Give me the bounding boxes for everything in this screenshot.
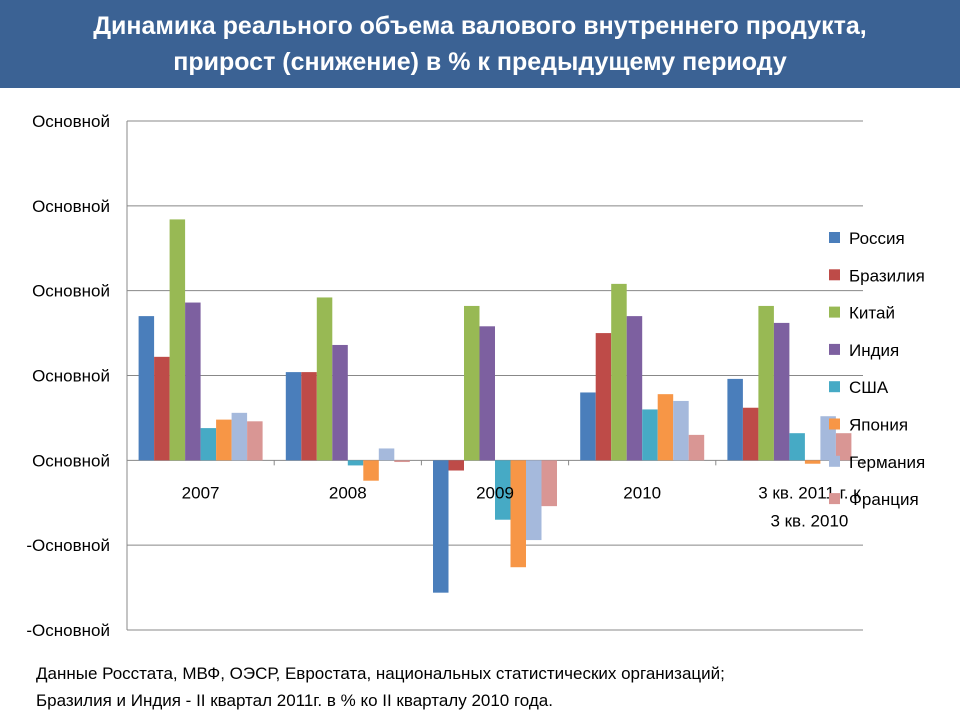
- footnote-line-2: Бразилия и Индия - II квартал 2011г. в %…: [36, 691, 553, 710]
- x-tick-label: 2008: [329, 483, 367, 502]
- legend-swatch: [829, 232, 840, 243]
- bar-Германия: [231, 412, 248, 461]
- x-tick-label: 3 кв. 2011 г. к: [758, 483, 861, 502]
- legend-label: Россия: [849, 229, 905, 248]
- bar-Индия: [626, 316, 643, 461]
- y-tick-label: -Основной: [26, 621, 110, 640]
- bar-Япония: [216, 419, 232, 461]
- bar-Бразилия: [742, 407, 759, 461]
- bar-США: [200, 428, 217, 461]
- bar-Китай: [316, 297, 333, 461]
- bar-Бразилия: [301, 372, 317, 461]
- bar-Германия: [526, 460, 542, 541]
- bar-Франция: [835, 433, 852, 461]
- legend-label: Индия: [849, 341, 899, 360]
- y-tick-label: Основной: [32, 451, 110, 470]
- bar-Германия: [378, 448, 395, 461]
- title-line-2: прирост (снижение) в % к предыдущему пер…: [173, 48, 787, 76]
- legend-label: Франция: [849, 490, 919, 509]
- bar-Россия: [580, 392, 596, 461]
- bar-Россия: [285, 372, 302, 461]
- bar-Япония: [804, 460, 821, 464]
- x-tick-label: 2010: [623, 483, 661, 502]
- bar-Франция: [247, 421, 263, 461]
- bar-Китай: [464, 305, 480, 461]
- x-tick-label: 3 кв. 2010: [770, 511, 848, 530]
- bar-Индия: [332, 344, 348, 461]
- legend-swatch: [829, 306, 840, 318]
- bar-Индия: [479, 326, 495, 461]
- legend-label: Бразилия: [849, 266, 925, 285]
- x-tick-label: 2007: [182, 483, 220, 502]
- bar-Индия: [185, 302, 201, 461]
- bar-Германия: [673, 400, 689, 461]
- bar-Япония: [657, 394, 674, 461]
- bar-Франция: [688, 434, 705, 461]
- legend-swatch: [829, 493, 840, 505]
- bar-Китай: [758, 305, 774, 461]
- bar-Япония: [510, 460, 526, 568]
- y-tick-label: Основной: [32, 367, 110, 386]
- bar-Бразилия: [154, 356, 170, 461]
- y-tick-label: Основной: [32, 112, 110, 131]
- legend-label: США: [849, 378, 889, 397]
- legend-label: Япония: [849, 416, 908, 435]
- footnote: Данные Росстата, МВФ, ОЭСР, Евростата, н…: [36, 660, 725, 714]
- legend-swatch: [829, 269, 840, 281]
- bar-Бразилия: [595, 333, 612, 461]
- gdp-bar-chart: Основной Основной Основной Основной Основной…: [26, 112, 925, 640]
- y-tick-label: -Основной: [26, 536, 110, 555]
- legend-swatch: [829, 455, 840, 467]
- legend-swatch: [829, 381, 840, 393]
- footnote-line-1: Данные Росстата, МВФ, ОЭСР, Евростата, н…: [36, 664, 725, 683]
- bar-Бразилия: [448, 460, 464, 471]
- y-tick-label: Основной: [32, 197, 110, 216]
- title-line-1: Динамика реального объема валового внутр…: [93, 12, 867, 40]
- legend-swatch: [829, 418, 840, 430]
- bar-Россия: [727, 378, 743, 461]
- bar-Китай: [611, 283, 627, 461]
- bar-Россия: [138, 316, 155, 461]
- bar-Россия: [433, 460, 449, 593]
- slide-header: Динамика реального объема валового внутр…: [0, 0, 960, 88]
- bar-Франция: [394, 460, 410, 463]
- bar-США: [642, 409, 658, 461]
- legend-swatch: [829, 343, 840, 355]
- bar-Китай: [169, 219, 186, 461]
- bar-Япония: [363, 460, 379, 481]
- x-tick-label: 2009: [476, 483, 514, 502]
- legend-label: Китай: [849, 304, 895, 323]
- bar-Индия: [773, 322, 790, 461]
- y-tick-label: Основной: [32, 282, 110, 301]
- legend-label: Германия: [849, 453, 925, 472]
- bar-США: [347, 460, 364, 466]
- bar-США: [789, 433, 805, 461]
- bar-США: [495, 460, 511, 520]
- bar-Франция: [541, 460, 557, 507]
